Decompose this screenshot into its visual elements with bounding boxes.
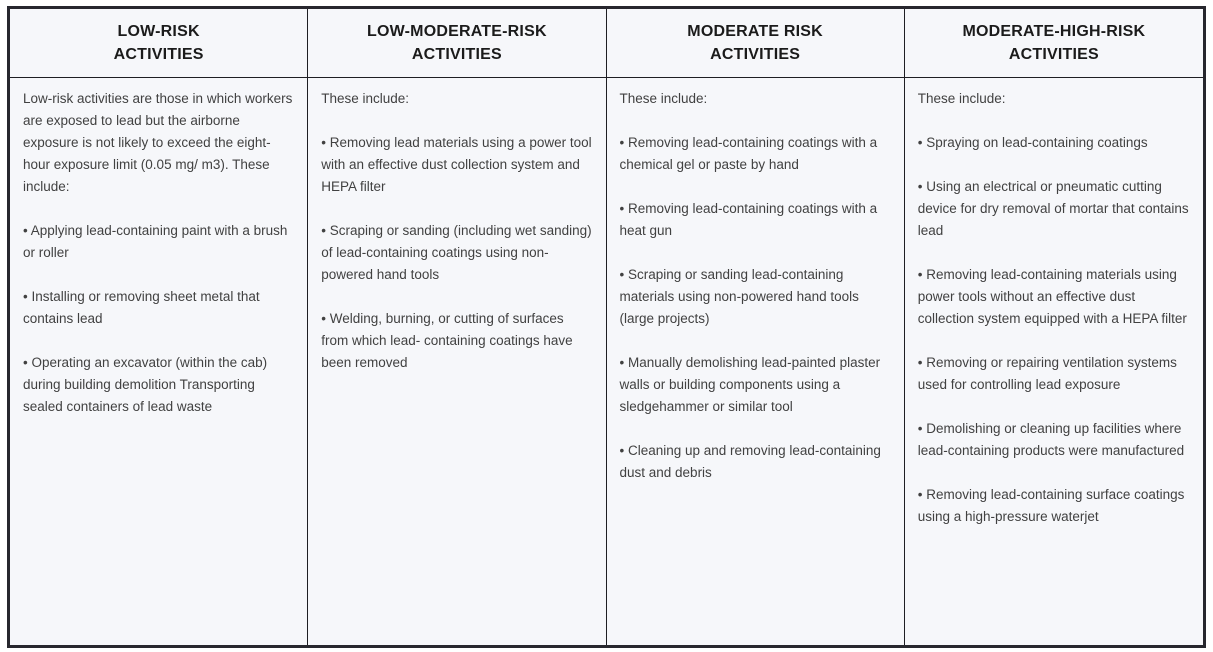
bullet-item: • Removing lead-containing coatings with… [619,135,878,172]
intro-text: These include: [321,91,410,106]
header-line: ACTIVITIES [113,46,204,63]
intro-text: These include: [619,91,708,106]
bullet-item: • Applying lead-containing paint with a … [23,223,288,260]
column-header-low-moderate-risk: LOW-MODERATE-RISK ACTIVITIES [308,9,607,78]
column-header-moderate-high-risk: MODERATE-HIGH-RISK ACTIVITIES [904,9,1203,78]
bullet-item: • Using an electrical or pneumatic cutti… [917,179,1189,238]
bullet-item: • Scraping or sanding lead-containing ma… [619,267,859,326]
moderate-risk-cell: These include: • Removing lead-containin… [607,78,905,645]
bullet-item: • Demolishing or cleaning up facilities … [917,421,1185,458]
header-line: ACTIVITIES [411,46,502,63]
header-line: ACTIVITIES [1008,46,1099,63]
bullet-item: • Scraping or sanding (including wet san… [321,223,592,282]
header-line: MODERATE RISK [687,23,823,40]
bullet-item: • Installing or removing sheet metal tha… [23,289,260,326]
bullet-item: • Removing lead materials using a power … [321,135,592,194]
header-line: ACTIVITIES [710,46,801,63]
low-moderate-risk-cell: These include: • Removing lead materials… [308,78,607,645]
header-line: LOW-MODERATE-RISK [367,23,547,40]
bullet-item: • Operating an excavator (within the cab… [23,355,268,414]
moderate-high-risk-cell: These include: • Spraying on lead-contai… [905,78,1203,645]
intro-text: These include: [917,91,1006,106]
bullet-item: • Cleaning up and removing lead-containi… [619,443,881,480]
header-line: LOW-RISK [117,23,200,40]
intro-text: Low-risk activities are those in which w… [23,91,293,194]
bullet-item: • Removing lead-containing coatings with… [619,201,878,238]
lead-risk-activities-table: LOW-RISK ACTIVITIES LOW-MODERATE-RISK AC… [7,6,1206,648]
column-header-low-risk: LOW-RISK ACTIVITIES [10,9,309,78]
bullet-item: • Spraying on lead-containing coatings [917,135,1148,150]
bullet-item: • Manually demolishing lead-painted plas… [619,355,881,414]
column-header-moderate-risk: MODERATE RISK ACTIVITIES [606,9,905,78]
header-line: MODERATE-HIGH-RISK [962,23,1146,40]
bullet-item: • Removing or repairing ventilation syst… [917,355,1177,392]
bullet-item: • Welding, burning, or cutting of surfac… [321,311,573,370]
bullet-item: • Removing lead-containing surface coati… [917,487,1185,524]
bullet-item: • Removing lead-containing materials usi… [917,267,1187,326]
low-risk-cell: Low-risk activities are those in which w… [10,78,309,645]
